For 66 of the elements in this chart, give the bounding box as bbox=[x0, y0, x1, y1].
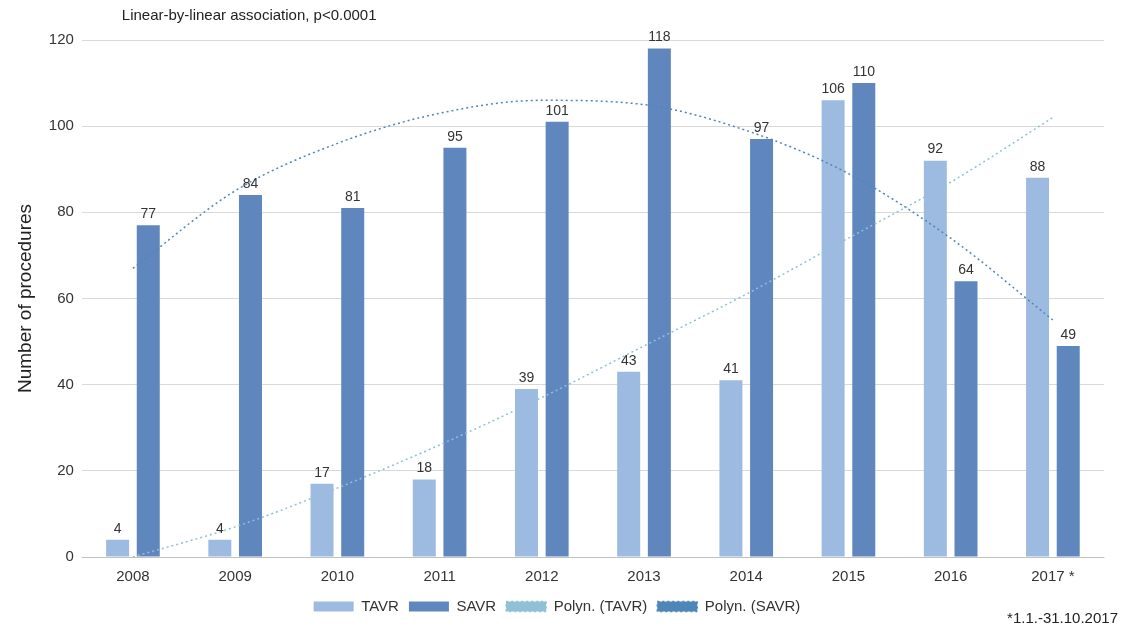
bar bbox=[719, 380, 743, 557]
bar bbox=[545, 121, 569, 557]
data-label: 64 bbox=[958, 261, 974, 278]
data-label: 41 bbox=[723, 360, 739, 377]
x-tick-label: 2013 bbox=[627, 567, 661, 585]
bar bbox=[821, 100, 845, 557]
bar bbox=[1026, 177, 1050, 557]
bar bbox=[412, 479, 436, 557]
x-tick-label: 2012 bbox=[525, 567, 559, 585]
bar bbox=[923, 160, 947, 557]
data-label: 4 bbox=[113, 519, 122, 536]
x-tick-label: 2015 bbox=[831, 567, 866, 585]
data-label: 118 bbox=[648, 28, 671, 45]
y-tick-label: 40 bbox=[57, 374, 74, 392]
data-label: 49 bbox=[1060, 325, 1077, 342]
data-label: 92 bbox=[927, 140, 944, 157]
bar bbox=[341, 208, 365, 557]
data-label: 39 bbox=[518, 368, 535, 385]
y-tick-label: 0 bbox=[65, 547, 74, 565]
y-axis-title: Number of procedures bbox=[13, 203, 35, 394]
legend-label: Polyn. (SAVR) bbox=[704, 596, 801, 614]
legend-label: TAVR bbox=[361, 596, 400, 614]
bar bbox=[514, 388, 538, 557]
text: *1.1.-31.10.2017 bbox=[1007, 609, 1118, 626]
x-tick-label: 2016 bbox=[933, 567, 968, 585]
data-label: 101 bbox=[545, 101, 570, 118]
bar bbox=[1056, 345, 1080, 557]
bar bbox=[136, 225, 160, 557]
bar bbox=[954, 281, 978, 557]
y-tick-label: 120 bbox=[48, 30, 74, 48]
data-label: 17 bbox=[314, 463, 331, 480]
x-tick-label: 2009 bbox=[218, 567, 252, 585]
y-tick-label: 100 bbox=[48, 116, 74, 134]
data-label: 84 bbox=[242, 174, 259, 191]
bar bbox=[310, 483, 334, 557]
bar bbox=[106, 539, 130, 557]
x-tick-label: 2017 * bbox=[1031, 567, 1075, 585]
data-label: 43 bbox=[620, 351, 637, 368]
x-tick-label: 2010 bbox=[320, 567, 355, 585]
bar bbox=[647, 48, 671, 557]
bar bbox=[617, 371, 641, 557]
legend-label: SAVR bbox=[456, 596, 497, 614]
bar bbox=[208, 539, 232, 557]
data-label: 110 bbox=[852, 62, 876, 79]
data-label: 106 bbox=[821, 80, 846, 97]
data-label: 18 bbox=[416, 459, 433, 476]
data-label: 4 bbox=[215, 519, 224, 536]
data-label: 97 bbox=[753, 118, 770, 135]
bar bbox=[852, 83, 876, 557]
data-label: 95 bbox=[447, 127, 463, 144]
line-series bbox=[132, 116, 1054, 557]
y-tick-label: 20 bbox=[57, 460, 74, 478]
data-label: 77 bbox=[140, 205, 157, 222]
y-tick-label: 80 bbox=[57, 202, 74, 220]
line-series bbox=[132, 99, 1054, 321]
bar bbox=[443, 147, 467, 557]
y-tick-label: 60 bbox=[57, 288, 74, 306]
data-label: 81 bbox=[344, 187, 361, 204]
x-tick-label: 2011 bbox=[423, 567, 456, 585]
text: Linear-by-linear association, p<0.0001 bbox=[121, 6, 377, 23]
legend-label: Polyn. (TAVR) bbox=[553, 596, 648, 614]
bar bbox=[238, 195, 262, 557]
x-tick-label: 2008 bbox=[116, 567, 150, 585]
x-tick-label: 2014 bbox=[729, 567, 763, 585]
bar bbox=[750, 139, 774, 557]
data-label: 88 bbox=[1029, 157, 1046, 174]
